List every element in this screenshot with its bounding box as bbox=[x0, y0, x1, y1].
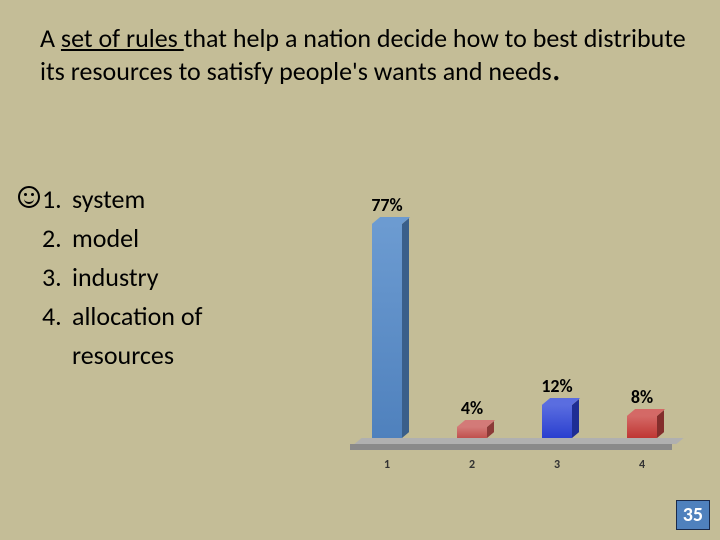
bar-value-label: 4% bbox=[442, 397, 502, 419]
option-2: 2. model bbox=[42, 219, 292, 258]
option-number: 3. bbox=[42, 258, 72, 297]
chart-plot: 77% 4% 12% 8% bbox=[350, 160, 680, 450]
option-number: 4. bbox=[42, 297, 72, 336]
option-text: industry bbox=[72, 258, 159, 297]
option-text: system bbox=[72, 180, 145, 219]
x-axis-label: 3 bbox=[542, 458, 572, 472]
slide-number: 35 bbox=[676, 500, 710, 530]
option-number: 2. bbox=[42, 219, 72, 258]
bar-value-label: 77% bbox=[357, 194, 417, 216]
option-3: 3. industry bbox=[42, 258, 292, 297]
option-text: model bbox=[72, 219, 139, 258]
x-axis-label: 4 bbox=[627, 458, 657, 472]
question-underlined: set of rules bbox=[61, 22, 184, 54]
option-text: allocation of resources bbox=[72, 297, 292, 375]
bar-value-label: 8% bbox=[612, 386, 672, 408]
option-number: 1. bbox=[42, 180, 72, 219]
bar-value-label: 12% bbox=[527, 375, 587, 397]
option-4: 4. allocation of resources bbox=[42, 297, 292, 375]
question-period: . bbox=[552, 46, 561, 90]
smiley-icon bbox=[18, 186, 40, 208]
x-axis-label: 2 bbox=[457, 458, 487, 472]
option-1: 1. system bbox=[42, 180, 292, 219]
question-text: A set of rules that help a nation decide… bbox=[40, 22, 690, 89]
poll-chart: 77% 4% 12% 8% 1 2 3 4 bbox=[350, 160, 680, 490]
chart-floor bbox=[350, 438, 680, 450]
answer-options: 1. system 2. model 3. industry 4. alloca… bbox=[42, 180, 292, 375]
x-axis-label: 1 bbox=[372, 458, 402, 472]
slide: A set of rules that help a nation decide… bbox=[0, 0, 720, 540]
question-prefix: A bbox=[40, 22, 61, 54]
